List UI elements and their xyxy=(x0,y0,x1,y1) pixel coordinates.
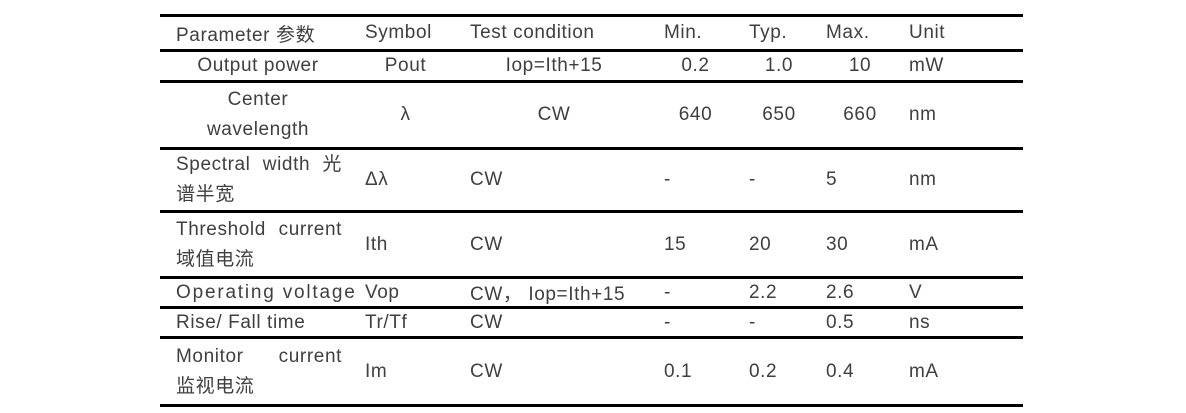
table-row-spectral-width: Spectral width 光 谱半宽 Δλ CW - - 5 nm xyxy=(160,150,1023,213)
parameter-line: wavelength xyxy=(206,119,310,140)
cell-max: 0.5 xyxy=(826,311,855,333)
cell-test-condition: CW xyxy=(470,169,503,190)
parameter-line: Output power xyxy=(197,55,319,76)
cell-typ: 650 xyxy=(762,104,796,125)
cell-unit: mW xyxy=(909,55,944,76)
cell-unit: nm xyxy=(909,169,937,190)
cell-test-condition: Iop=Ith+15 xyxy=(505,55,603,76)
cell-unit: mA xyxy=(909,360,939,382)
cell-min: 0.1 xyxy=(664,360,693,382)
parameter-line: Monitor current xyxy=(176,345,342,367)
cell-parameter: Operating voltage xyxy=(160,279,356,306)
parameter-line: Rise/ Fall time xyxy=(176,311,306,333)
cell-symbol: Ith xyxy=(365,233,388,255)
cell-symbol: λ xyxy=(400,104,411,125)
spec-table: Parameter 参数 Symbol Test condition Min. … xyxy=(160,14,1023,407)
cell-min: 0.2 xyxy=(681,55,710,76)
cell-symbol: Tr/Tf xyxy=(365,311,408,333)
cell-parameter: Monitor current 监视电流 xyxy=(160,339,356,404)
cell-symbol: Vop xyxy=(365,281,400,303)
parameter-line: Operating voltage xyxy=(176,281,357,303)
cell-typ: - xyxy=(749,311,756,333)
cell-symbol: Im xyxy=(365,360,388,382)
col-header-unit: Unit xyxy=(909,22,946,43)
table-row-rise-fall-time: Rise/ Fall time Tr/Tf CW - - 0.5 ns xyxy=(160,309,1023,339)
parameter-line: 域值电流 xyxy=(176,248,255,270)
cell-parameter: Output power xyxy=(160,52,356,80)
col-header-max: Max. xyxy=(826,22,870,43)
cell-min: - xyxy=(664,169,671,190)
cell-unit: V xyxy=(909,281,923,303)
table-row-monitor-current: Monitor current 监视电流 Im CW 0.1 0.2 0.4 m… xyxy=(160,339,1023,407)
cell-max: 2.6 xyxy=(826,281,855,303)
cell-max: 30 xyxy=(826,233,849,255)
col-header-test-condition: Test condition xyxy=(470,22,595,43)
cell-test-condition: CW xyxy=(470,233,503,255)
parameter-line: 谱半宽 xyxy=(176,184,235,205)
parameter-line: Threshold current xyxy=(176,218,342,240)
cell-max: 5 xyxy=(826,169,838,190)
cell-test-condition: CW， Iop=Ith+15 xyxy=(470,284,626,305)
cell-parameter: Rise/ Fall time xyxy=(160,309,356,336)
cell-test-condition: CW xyxy=(537,104,571,125)
cell-min: - xyxy=(664,311,671,333)
cell-parameter: Spectral width 光 谱半宽 xyxy=(160,150,356,210)
cell-typ: - xyxy=(749,169,756,190)
cell-parameter: Center wavelength xyxy=(160,83,356,147)
table-header-row: Parameter 参数 Symbol Test condition Min. … xyxy=(160,17,1023,52)
cell-max: 0.4 xyxy=(826,360,855,382)
cell-typ: 20 xyxy=(749,233,772,255)
table-row-operating-voltage: Operating voltage Vop CW， Iop=Ith+15 - 2… xyxy=(160,279,1023,309)
cell-typ: 2.2 xyxy=(749,281,778,303)
col-header-parameter: Parameter 参数 xyxy=(176,24,316,46)
cell-test-condition: CW xyxy=(470,360,503,382)
cell-min: 640 xyxy=(678,104,713,125)
cell-min: 15 xyxy=(664,233,687,255)
parameter-line: Spectral width 光 xyxy=(176,154,342,175)
cell-parameter: Threshold current 域值电流 xyxy=(160,213,356,276)
table-row-threshold-current: Threshold current 域值电流 Ith CW 15 20 30 m… xyxy=(160,213,1023,279)
cell-test-condition: CW xyxy=(470,311,503,333)
parameter-line: Center xyxy=(227,89,289,110)
cell-typ: 0.2 xyxy=(749,360,778,382)
col-header-symbol: Symbol xyxy=(365,22,432,43)
cell-symbol: Pout xyxy=(384,55,427,76)
cell-symbol: Δλ xyxy=(365,169,389,190)
table-row-center-wavelength: Center wavelength λ CW 640 650 660 nm xyxy=(160,83,1023,150)
cell-max: 10 xyxy=(848,55,872,76)
cell-unit: ns xyxy=(909,311,931,333)
cell-unit: nm xyxy=(909,104,937,125)
cell-min: - xyxy=(664,281,671,303)
cell-typ: 1.0 xyxy=(764,55,794,76)
table-row-output-power: Output power Pout Iop=Ith+15 0.2 1.0 10 … xyxy=(160,52,1023,83)
col-header-min: Min. xyxy=(664,22,703,43)
col-header-typ: Typ. xyxy=(749,22,788,43)
cell-unit: mA xyxy=(909,233,939,255)
cell-max: 660 xyxy=(843,104,877,125)
parameter-line: 监视电流 xyxy=(176,375,255,397)
